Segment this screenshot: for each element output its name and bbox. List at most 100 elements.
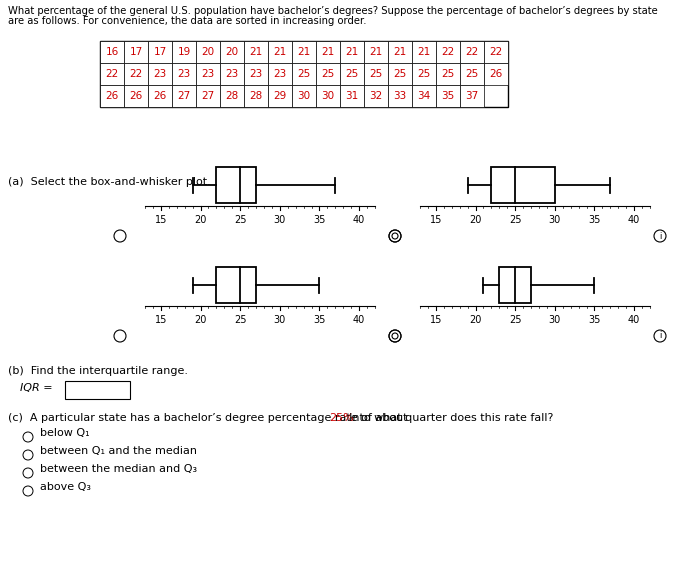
Text: 26: 26 [106,91,118,101]
Bar [364,63,388,85]
Text: i: i [659,232,661,241]
Bar [316,63,340,85]
Text: above Q₃: above Q₃ [40,482,91,492]
Text: 35: 35 [314,215,326,225]
Text: i: i [659,332,661,341]
Bar [484,41,508,63]
Bar [172,85,196,107]
Bar [436,41,460,63]
Text: IQR =: IQR = [20,383,52,393]
Text: 30: 30 [298,91,311,101]
Text: 30: 30 [321,91,335,101]
Bar [220,85,244,107]
Bar [268,63,292,85]
Text: 23: 23 [202,69,215,79]
Bar [364,41,388,63]
Text: 29: 29 [274,91,286,101]
Text: 15: 15 [430,315,442,325]
Text: 25: 25 [442,69,454,79]
Text: 17: 17 [153,47,167,57]
Text: 17: 17 [130,47,143,57]
Text: 30: 30 [274,215,286,225]
Text: 30: 30 [549,215,561,225]
Bar [100,63,124,85]
Text: 27: 27 [177,91,190,101]
Bar [268,85,292,107]
Text: between Q₁ and the median: between Q₁ and the median [40,446,197,456]
Bar [172,63,196,85]
Text: 20: 20 [195,315,206,325]
Bar [268,41,292,63]
Bar [216,267,256,303]
Bar [124,63,148,85]
Text: 25: 25 [466,69,479,79]
Bar [316,85,340,107]
Bar [65,381,130,399]
Bar [148,41,172,63]
Text: 25: 25 [370,69,383,79]
Text: 22: 22 [466,47,479,57]
Bar [388,85,412,107]
Bar [216,167,256,203]
Bar [220,63,244,85]
Text: 22: 22 [442,47,454,57]
Text: 40: 40 [353,215,365,225]
Text: 23: 23 [249,69,262,79]
Text: 19: 19 [177,47,190,57]
Text: 25: 25 [417,69,430,79]
Text: 21: 21 [298,47,311,57]
Bar [172,41,196,63]
Bar [196,85,220,107]
Text: 15: 15 [430,215,442,225]
Text: 20: 20 [195,215,206,225]
Text: 20: 20 [202,47,215,57]
Text: 20: 20 [469,215,482,225]
Text: 40: 40 [628,315,640,325]
Text: 22: 22 [106,69,118,79]
Bar [292,41,316,63]
Text: 22: 22 [489,47,503,57]
Text: 23: 23 [225,69,239,79]
Bar [124,41,148,63]
Bar [244,63,268,85]
Bar [499,267,531,303]
Text: (c)  A particular state has a bachelor’s degree percentage rate of about: (c) A particular state has a bachelor’s … [8,413,411,423]
Text: are as follows. For convenience, the data are sorted in increasing order.: are as follows. For convenience, the dat… [8,16,367,26]
Text: 20: 20 [469,315,482,325]
Bar [244,85,268,107]
Bar [340,85,364,107]
Text: between the median and Q₃: between the median and Q₃ [40,464,197,474]
Text: 21: 21 [370,47,383,57]
Text: 25: 25 [234,215,246,225]
Bar [100,41,124,63]
Text: 25: 25 [393,69,407,79]
Text: 20: 20 [225,47,239,57]
Bar [412,63,436,85]
Text: 30: 30 [549,315,561,325]
Text: below Q₁: below Q₁ [40,428,90,438]
Text: 35: 35 [442,91,454,101]
Text: 35: 35 [588,315,601,325]
Text: 21: 21 [417,47,430,57]
Bar [436,85,460,107]
Text: 32: 32 [370,91,383,101]
Text: 30: 30 [274,315,286,325]
Text: 28: 28 [225,91,239,101]
Bar [196,63,220,85]
Bar [412,41,436,63]
Text: 31: 31 [345,91,358,101]
Bar [244,41,268,63]
Text: 25: 25 [509,215,522,225]
Text: 25: 25 [298,69,311,79]
Text: (a)  Select the box-and-whisker plot.: (a) Select the box-and-whisker plot. [8,177,211,187]
Text: 15: 15 [155,215,167,225]
Bar [292,63,316,85]
Text: 21: 21 [321,47,335,57]
Text: 40: 40 [353,315,365,325]
Text: 21: 21 [249,47,262,57]
Text: What percentage of the general U.S. population have bachelor’s degrees? Suppose : What percentage of the general U.S. popu… [8,6,658,16]
Bar [340,41,364,63]
Bar [292,85,316,107]
Text: . Into what quarter does this rate fall?: . Into what quarter does this rate fall? [342,413,554,423]
Bar [460,85,484,107]
